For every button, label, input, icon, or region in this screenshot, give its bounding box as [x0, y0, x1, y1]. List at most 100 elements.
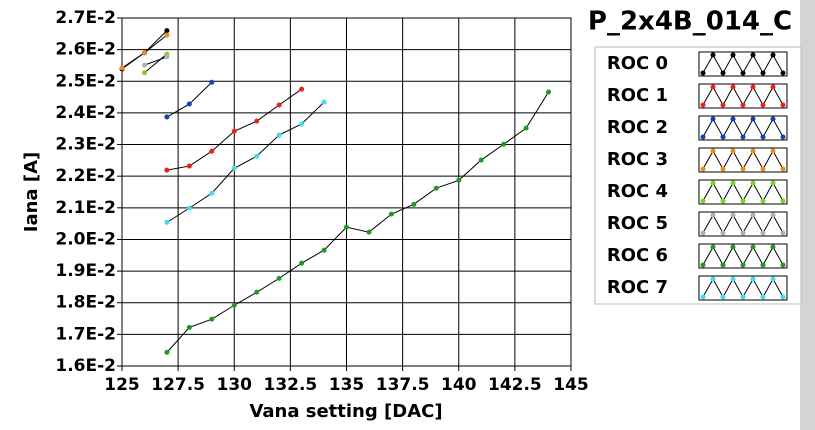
data-point — [321, 99, 327, 105]
legend-label: ROC 5 — [607, 213, 668, 234]
legend-icon-dot — [710, 180, 716, 186]
legend-icon-dot — [730, 244, 736, 250]
x-tick-label: 135 — [329, 375, 365, 395]
legend-icon-dot — [730, 116, 736, 122]
x-tick-label: 125 — [104, 375, 140, 395]
data-point — [186, 101, 192, 107]
legend-icon-dot — [750, 84, 756, 90]
data-point — [344, 224, 349, 230]
data-point — [164, 32, 170, 38]
legend-label: ROC 2 — [607, 117, 668, 138]
legend-icon-dot — [720, 70, 726, 76]
legend-icon-dot — [710, 212, 716, 218]
legend-icon-dot — [730, 180, 736, 186]
legend-icon-dot — [710, 244, 716, 250]
legend-icon-dot — [740, 198, 746, 204]
data-point — [299, 260, 305, 266]
data-point — [231, 165, 237, 171]
series-line — [144, 56, 168, 66]
legend-label: ROC 4 — [607, 181, 668, 202]
legend-icon-dot — [760, 102, 766, 108]
data-point — [186, 205, 192, 211]
legend-icon-dot — [700, 294, 706, 300]
data-point — [164, 28, 170, 34]
series-line — [166, 91, 549, 353]
legend-icon-dot — [760, 294, 766, 300]
data-point — [388, 211, 394, 217]
x-tick-label: 130 — [217, 375, 253, 395]
data-point — [119, 65, 125, 71]
legend-icon-dot — [770, 180, 776, 186]
data-point — [546, 89, 552, 95]
data-point — [254, 118, 260, 124]
legend-icon-dot — [780, 230, 786, 236]
series-line — [166, 101, 325, 223]
x-tick-label: 137.5 — [376, 375, 430, 395]
legend-icon-dot — [710, 276, 716, 282]
legend-label: ROC 0 — [607, 53, 668, 74]
data-point — [299, 121, 305, 127]
legend-icon-dot — [770, 52, 776, 58]
y-tick-label: 1.9E-2 — [55, 261, 116, 281]
x-tick-label: 127.5 — [151, 375, 205, 395]
y-tick-label: 2.1E-2 — [55, 198, 116, 218]
legend-icon-dot — [720, 198, 726, 204]
legend-icon-dot — [740, 102, 746, 108]
data-point — [186, 163, 192, 169]
data-point — [523, 125, 529, 131]
scrollbar — [800, 0, 815, 430]
data-point — [209, 79, 215, 85]
legend-icon-dot — [730, 148, 736, 154]
data-point — [456, 177, 462, 183]
legend-icon-dot — [730, 52, 736, 58]
data-point — [231, 302, 237, 308]
legend-icon-dot — [700, 166, 706, 172]
legend-icon-dot — [740, 166, 746, 172]
data-point — [501, 141, 507, 147]
legend-icon-dot — [700, 262, 706, 268]
legend-icon-dot — [760, 166, 766, 172]
legend-icon-dot — [750, 276, 756, 282]
legend-icon-dot — [740, 70, 746, 76]
data-point — [164, 114, 170, 120]
legend-icon-dot — [740, 134, 746, 140]
data-point — [276, 102, 282, 108]
data-point — [231, 128, 237, 134]
legend-icon-dot — [770, 212, 776, 218]
legend-icon-dot — [760, 134, 766, 140]
legend-icon-dot — [780, 262, 786, 268]
y-tick-label: 2.3E-2 — [55, 135, 116, 155]
y-tick-label: 2.7E-2 — [55, 8, 116, 28]
legend-icon-dot — [730, 212, 736, 218]
y-tick-label: 1.7E-2 — [55, 324, 116, 344]
y-tick-label: 2.5E-2 — [55, 71, 116, 91]
y-tick-label: 2.0E-2 — [55, 229, 116, 249]
legend-icon-dot — [700, 134, 706, 140]
legend-icon-dot — [750, 148, 756, 154]
data-point — [276, 275, 282, 281]
y-axis-label: Iana [A] — [21, 152, 42, 232]
data-point — [186, 324, 192, 330]
legend-icon-dot — [760, 262, 766, 268]
data-point — [366, 229, 372, 235]
legend-icon-dot — [740, 262, 746, 268]
data-point — [164, 167, 170, 173]
y-tick-label: 2.4E-2 — [55, 103, 116, 123]
data-point — [209, 190, 215, 196]
legend-icon-dot — [730, 276, 736, 282]
x-tick-label: 145 — [553, 375, 589, 395]
legend-icon-dot — [710, 148, 716, 154]
legend-label: ROC 6 — [607, 245, 668, 266]
legend-icon-dot — [750, 116, 756, 122]
legend-icon-dot — [720, 262, 726, 268]
data-point — [164, 349, 170, 355]
data-point — [141, 70, 147, 76]
data-point — [299, 86, 305, 92]
legend-icon-dot — [710, 84, 716, 90]
x-tick-label: 142.5 — [488, 375, 542, 395]
data-point — [411, 201, 417, 207]
y-tick-label: 1.8E-2 — [55, 293, 116, 313]
legend-icon-dot — [780, 294, 786, 300]
